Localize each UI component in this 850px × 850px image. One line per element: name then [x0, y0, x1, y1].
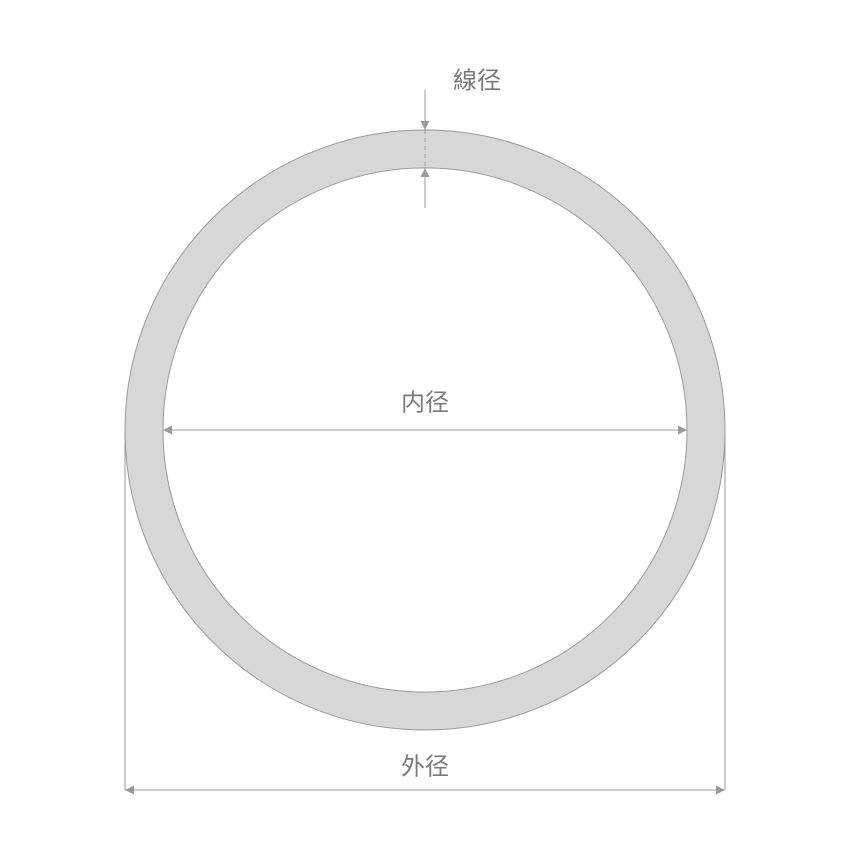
ring-dimension-diagram: 外径 内径 線径 [0, 0, 850, 850]
inner-diameter-label: 内径 [401, 389, 449, 416]
outer-diameter-label: 外径 [401, 753, 449, 780]
wire-diameter-label: 線径 [453, 67, 501, 94]
